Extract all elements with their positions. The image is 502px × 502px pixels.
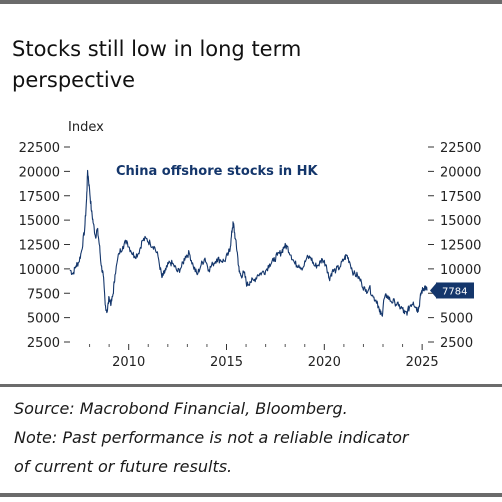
y-tick-label-left: 7500 — [27, 287, 60, 302]
footnotes: Source: Macrobond Financial, Bloomberg. … — [14, 394, 494, 481]
line-chart: Index China offshore stocks in HK 22500 2… — [19, 120, 482, 370]
y-tick-label-left: 2500 — [27, 336, 60, 351]
chart-title: Stocks still low in long term perspectiv… — [12, 34, 482, 96]
y-tick-label-left: 15000 — [19, 214, 60, 229]
y-tick-label-left: 20000 — [19, 165, 60, 180]
y-tick-label-left: 17500 — [19, 190, 60, 205]
last-value-label: 7784 — [442, 286, 467, 297]
x-tick-label: 2015 — [210, 355, 243, 370]
y-tick-label-right: 22500 — [440, 141, 481, 156]
y-tick-label-left: 5000 — [27, 312, 60, 327]
y-tick-label-right: 15000 — [440, 214, 481, 229]
source-note: Source: Macrobond Financial, Bloomberg. — [14, 399, 348, 418]
x-tick-label: 2010 — [112, 355, 145, 370]
y-tick-label-right: 5000 — [440, 312, 473, 327]
middle-rule — [0, 384, 502, 387]
series-annotation: China offshore stocks in HK — [116, 164, 319, 179]
last-value-marker: 7784 — [430, 282, 474, 299]
disclaimer-line-1: Note: Past performance is not a reliable… — [14, 428, 409, 447]
axes: 22500 22500 20000 20000 17500 17500 15000 15000… — [19, 141, 482, 370]
last-value-pointer — [430, 283, 436, 298]
x-tick-label: 2020 — [308, 355, 341, 370]
bottom-rule — [0, 493, 502, 497]
series-line — [69, 169, 428, 317]
title-line-1: Stocks still low in long term — [12, 37, 302, 61]
title-line-2: perspective — [12, 68, 136, 92]
y-tick-label-left: 22500 — [19, 141, 60, 156]
y-tick-label-left: 10000 — [19, 263, 60, 278]
y-tick-label-right: 10000 — [440, 263, 481, 278]
y-tick-label-left: 12500 — [19, 239, 60, 254]
x-tick-label: 2025 — [406, 355, 439, 370]
y-tick-label-right: 17500 — [440, 190, 481, 205]
y-tick-label-right: 12500 — [440, 239, 481, 254]
y-tick-label-right: 2500 — [440, 336, 473, 351]
y-axis-unit-label: Index — [68, 120, 104, 135]
top-rule — [0, 0, 502, 4]
disclaimer-line-2: of current or future results. — [14, 457, 233, 476]
last-value-box — [436, 282, 474, 299]
y-tick-label-right: 20000 — [440, 165, 481, 180]
